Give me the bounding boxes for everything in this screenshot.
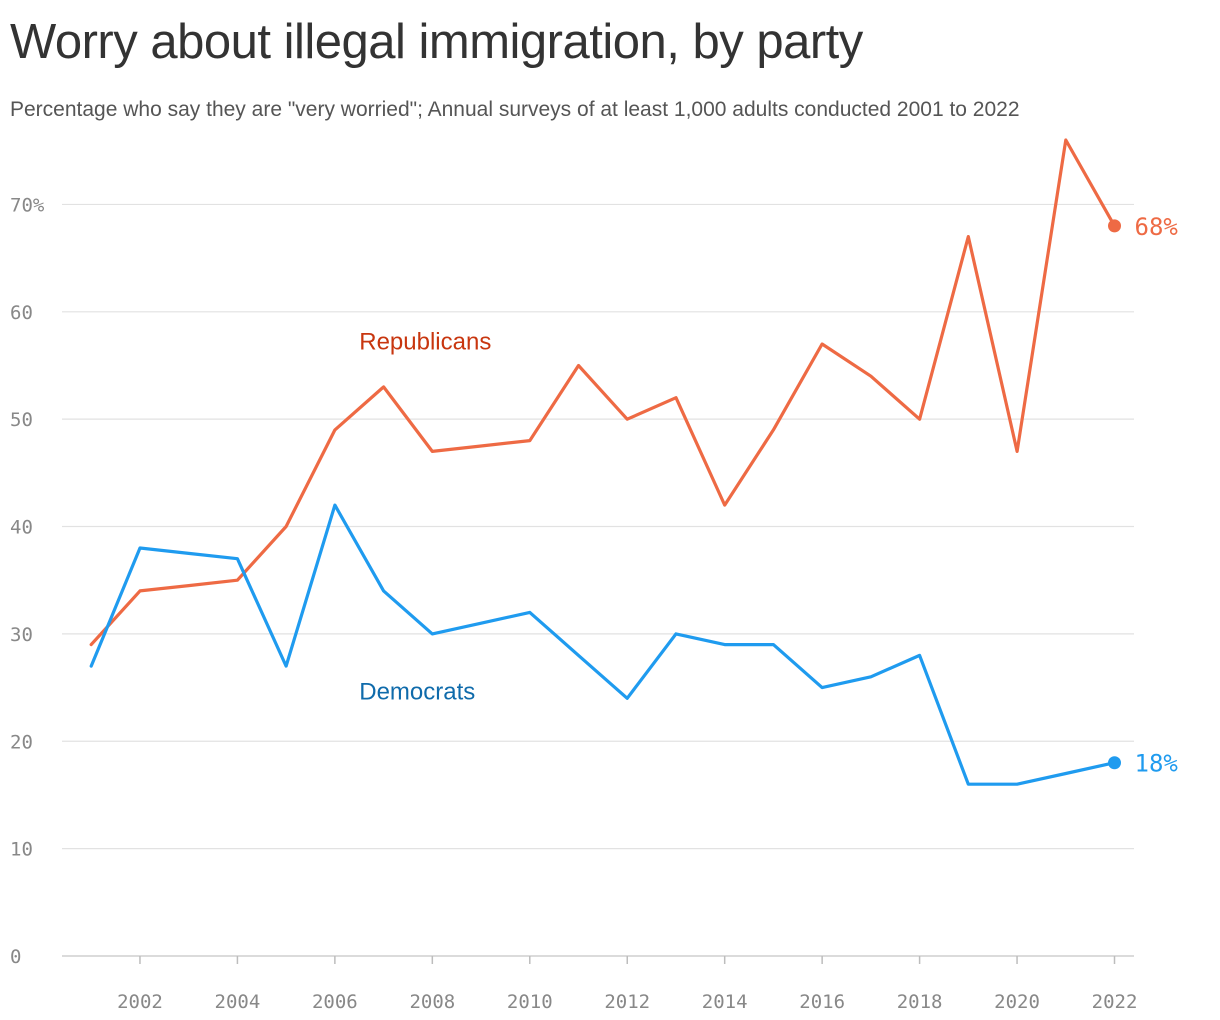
chart-title: Worry about illegal immigration, by part… <box>10 15 863 69</box>
y-tick-label: 70% <box>10 194 45 216</box>
axes: 0 10 20 30 40 50 60 70% 2002 2004 2006 2008 2010 2012… <box>10 194 1137 1013</box>
series-name-republicans: Republicans <box>359 328 491 355</box>
end-label-republicans: 68% <box>1135 213 1179 241</box>
x-tick-label: 2004 <box>215 991 261 1013</box>
chart-subtitle: Percentage who say they are "very worrie… <box>10 98 1020 121</box>
y-tick-label: 20 <box>10 731 33 753</box>
series-name-democrats: Democrats <box>359 678 475 705</box>
x-tick-label: 2014 <box>702 991 748 1013</box>
series-labels: 68% Republicans 18% Democrats <box>359 213 1178 778</box>
end-point-democrats <box>1108 756 1122 770</box>
x-tick-label: 2020 <box>994 991 1040 1013</box>
end-point-republicans <box>1108 219 1122 233</box>
y-tick-label: 0 <box>10 946 21 968</box>
y-tick-label: 40 <box>10 517 33 539</box>
grid-lines <box>62 203 1134 957</box>
x-tick-label: 2008 <box>409 991 455 1013</box>
series-lines <box>89 138 1122 786</box>
y-tick-label: 50 <box>10 409 33 431</box>
series-line-republicans <box>89 138 1117 647</box>
x-tick-label: 2002 <box>117 991 163 1013</box>
end-label-democrats: 18% <box>1135 750 1179 778</box>
y-tick-label: 30 <box>10 624 33 646</box>
x-tick-label: 2018 <box>897 991 943 1013</box>
y-tick-label: 10 <box>10 839 33 861</box>
x-tick-label: 2022 <box>1092 991 1138 1013</box>
x-tick-label: 2006 <box>312 991 358 1013</box>
x-tick-label: 2012 <box>604 991 650 1013</box>
x-tick-label: 2016 <box>799 991 845 1013</box>
series-line-democrats <box>89 503 1117 786</box>
y-tick-label: 60 <box>10 302 33 324</box>
x-tick-label: 2010 <box>507 991 553 1013</box>
